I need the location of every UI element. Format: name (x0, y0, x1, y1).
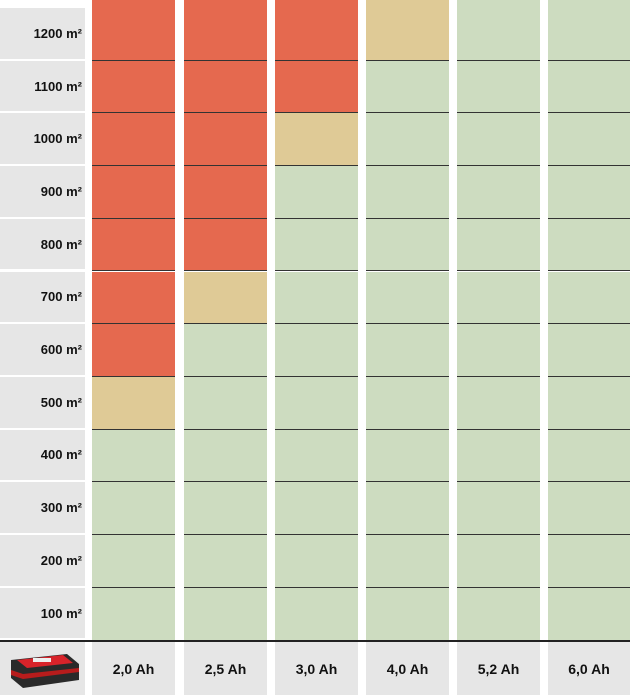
cell (184, 587, 267, 641)
cell (275, 324, 358, 377)
cell (366, 482, 449, 535)
cell (184, 429, 267, 483)
row-label: 500 m² (0, 376, 85, 428)
cell (275, 166, 358, 219)
cell (548, 324, 630, 377)
cell (457, 218, 540, 272)
cell (92, 324, 175, 377)
cell (457, 0, 540, 61)
cell (92, 376, 175, 430)
cell (366, 271, 449, 325)
cell (184, 218, 267, 272)
cell (184, 271, 267, 325)
cell (366, 218, 449, 272)
cell (92, 535, 175, 588)
cell (548, 60, 630, 114)
cell (184, 324, 267, 377)
cell (275, 535, 358, 588)
battery-icon (10, 653, 79, 688)
cell (184, 482, 267, 535)
cell (92, 429, 175, 483)
row-label: 700 m² (0, 271, 85, 323)
cell (548, 535, 630, 588)
cell (366, 324, 449, 377)
cell (548, 376, 630, 430)
cell (184, 166, 267, 219)
row-label: 1200 m² (0, 8, 85, 59)
cell (275, 60, 358, 114)
column-label: 2,5 Ah (184, 642, 267, 695)
cell (457, 535, 540, 588)
cell (92, 271, 175, 325)
row-label: 800 m² (0, 218, 85, 270)
row-label: 1100 m² (0, 60, 85, 112)
cell (92, 0, 175, 61)
separator (0, 640, 630, 642)
cell (457, 587, 540, 641)
cell (366, 535, 449, 588)
cell (184, 60, 267, 114)
cell (366, 113, 449, 167)
cell (366, 166, 449, 219)
cell (457, 166, 540, 219)
cell (92, 587, 175, 641)
column-label: 3,0 Ah (275, 642, 358, 695)
row-label: 900 m² (0, 166, 85, 217)
cell (457, 482, 540, 535)
cell (366, 376, 449, 430)
cell (366, 587, 449, 641)
cell (548, 218, 630, 272)
cell (275, 0, 358, 61)
cell (457, 60, 540, 114)
cell (275, 271, 358, 325)
column-label: 2,0 Ah (92, 642, 175, 695)
cell (92, 218, 175, 272)
cell (184, 376, 267, 430)
cell (275, 587, 358, 641)
cell (275, 113, 358, 167)
cell (548, 166, 630, 219)
cell (92, 113, 175, 167)
cell (184, 535, 267, 588)
row-label: 600 m² (0, 324, 85, 375)
cell (275, 482, 358, 535)
column-label: 6,0 Ah (548, 642, 630, 695)
cell (366, 0, 449, 61)
cell (457, 429, 540, 483)
row-label: 400 m² (0, 429, 85, 481)
row-label: 300 m² (0, 482, 85, 533)
row-label: 1000 m² (0, 113, 85, 165)
column-label: 4,0 Ah (366, 642, 449, 695)
cell (275, 218, 358, 272)
row-label: 100 m² (0, 587, 85, 639)
cell (548, 429, 630, 483)
cell (457, 376, 540, 430)
cell (548, 113, 630, 167)
column-label: 5,2 Ah (457, 642, 540, 695)
row-label: 200 m² (0, 535, 85, 586)
cell (92, 166, 175, 219)
cell (275, 429, 358, 483)
cell (548, 271, 630, 325)
cell (366, 429, 449, 483)
cell (184, 113, 267, 167)
cell (548, 482, 630, 535)
cell (92, 60, 175, 114)
cell (275, 376, 358, 430)
cell (457, 324, 540, 377)
cell (457, 271, 540, 325)
cell (184, 0, 267, 61)
battery-cell (0, 642, 85, 695)
cell (548, 0, 630, 61)
cell (457, 113, 540, 167)
cell (92, 482, 175, 535)
cell (366, 60, 449, 114)
cell (548, 587, 630, 641)
